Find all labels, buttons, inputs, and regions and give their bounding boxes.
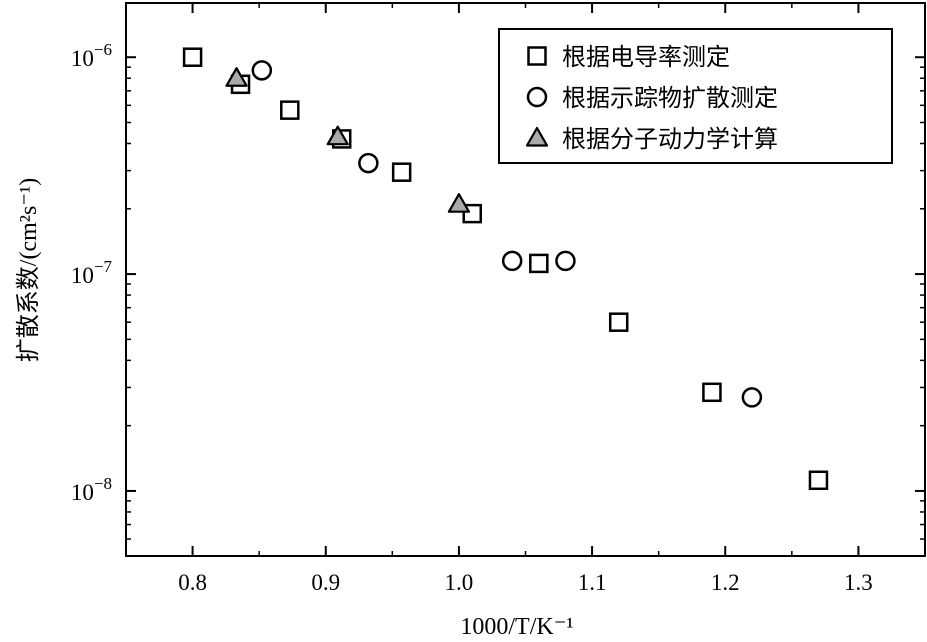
legend-marker-triangle bbox=[525, 126, 549, 147]
data-point-circle bbox=[741, 387, 763, 408]
data-point-square bbox=[391, 162, 412, 182]
x-tick-label: 1.3 bbox=[844, 570, 873, 595]
data-point-square bbox=[702, 382, 722, 403]
x-axis: 0.8 0.9 1.0 1.1 1.2 1.3 bbox=[125, 3, 926, 595]
data-point-triangle bbox=[225, 67, 248, 87]
x-tick-label: 1.1 bbox=[578, 570, 607, 595]
legend-label: 根据电导率测定 bbox=[562, 43, 730, 71]
data-point-square bbox=[280, 100, 300, 120]
y-tick-label: 10−8 bbox=[71, 474, 112, 505]
data-point-circle bbox=[358, 152, 379, 174]
x-tick-label: 0.8 bbox=[178, 570, 207, 595]
data-point-circle bbox=[555, 250, 576, 272]
data-point-circle bbox=[501, 250, 523, 272]
data-point-square bbox=[529, 253, 549, 274]
data-point-triangle bbox=[326, 125, 349, 146]
data-point-square bbox=[608, 312, 629, 332]
x-tick-label: 1.0 bbox=[445, 570, 474, 595]
legend-marker-circle bbox=[526, 86, 548, 108]
legend-box bbox=[498, 28, 893, 164]
y-tick-label: 10−6 bbox=[71, 40, 112, 71]
legend-label: 根据分子动力学计算 bbox=[562, 125, 778, 153]
y-tick-label: 10−7 bbox=[71, 257, 113, 288]
data-point-square bbox=[808, 470, 829, 491]
y-axis-label: 扩散系数/(cm²s⁻¹) bbox=[15, 178, 42, 362]
y-axis: 10−8 10−7 10−6 bbox=[71, 40, 925, 540]
data-markers bbox=[182, 47, 829, 491]
x-axis-label: 1000/T/K⁻¹ bbox=[460, 614, 573, 640]
data-point-triangle bbox=[447, 193, 471, 213]
data-point-circle bbox=[251, 60, 273, 81]
data-point-square bbox=[182, 47, 203, 67]
legend-marker-square bbox=[527, 46, 547, 66]
x-tick-label: 0.9 bbox=[311, 570, 340, 595]
x-tick-label: 1.2 bbox=[711, 570, 740, 595]
legend-label: 根据示踪物扩散测定 bbox=[562, 84, 778, 112]
